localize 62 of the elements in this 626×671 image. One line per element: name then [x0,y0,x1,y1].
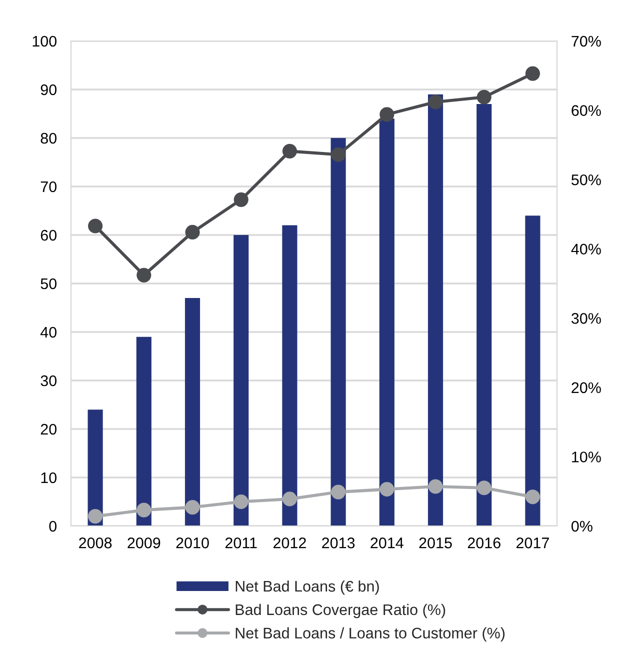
point [380,107,394,122]
point [136,268,152,282]
point [234,192,248,207]
x-tick-label: 2009 [128,538,160,548]
legend-label: Net Bad Loans (€ bn) [236,580,379,595]
point [476,90,492,104]
x-tick-label: 2016 [468,538,500,548]
x-tick-label: 2011 [225,538,257,548]
y2-tick-label: 50% [572,174,601,186]
bar [184,298,200,526]
point [476,480,492,496]
y-tick-label: 80 [40,132,57,144]
point [428,94,443,110]
point [88,509,103,524]
legend-label: Bad Loans Covergae Ratio (%) [236,604,446,618]
y-tick-label: 10 [41,472,57,484]
y-tick-label: 100 [32,36,57,47]
y-tick-label: 70 [40,181,57,192]
y2-tick-label: 60% [572,105,601,116]
point [88,218,103,234]
y2-tick-label: 0% [571,520,592,532]
y2-tick-label: 70% [572,36,601,47]
point [331,147,346,162]
bar [428,94,444,526]
bar [88,410,103,526]
bar [234,235,249,526]
y2-tick-label: 40% [571,244,601,255]
x-tick-label: 2014 [370,538,404,548]
y-tick-label: 20 [40,424,57,435]
point [185,224,200,240]
point [380,482,394,497]
point [282,492,297,506]
point [525,66,540,81]
bar [476,104,492,526]
y2-tick-label: 10% [572,452,601,462]
point [185,500,200,515]
y-tick-label: 60 [40,230,57,241]
point [428,479,443,494]
bar [379,118,394,526]
bar [136,336,152,526]
bar [525,216,540,526]
x-tick-label: 2017 [516,538,549,548]
point [331,484,346,500]
y2-tick-label: 30% [571,313,601,324]
y-tick-label: 50 [40,278,57,290]
y2-tick-label: 20% [572,382,601,394]
y-tick-label: 0 [49,520,57,532]
y-tick-label: 40 [40,326,57,338]
point [282,144,297,158]
y-tick-label: 30 [40,375,57,386]
bar [330,138,346,526]
y-tick-label: 90 [40,84,57,96]
x-tick-label: 2013 [322,538,355,548]
point [136,502,152,518]
point [234,494,248,510]
legend-label: Net Bad Loans / Loans to Customer (%) [236,627,505,642]
x-tick-label: 2015 [419,538,452,548]
point [525,490,540,504]
bar [282,225,298,526]
x-tick-label: 2010 [176,538,209,548]
x-tick-label: 2012 [273,538,306,548]
x-tick-label: 2008 [79,538,112,548]
